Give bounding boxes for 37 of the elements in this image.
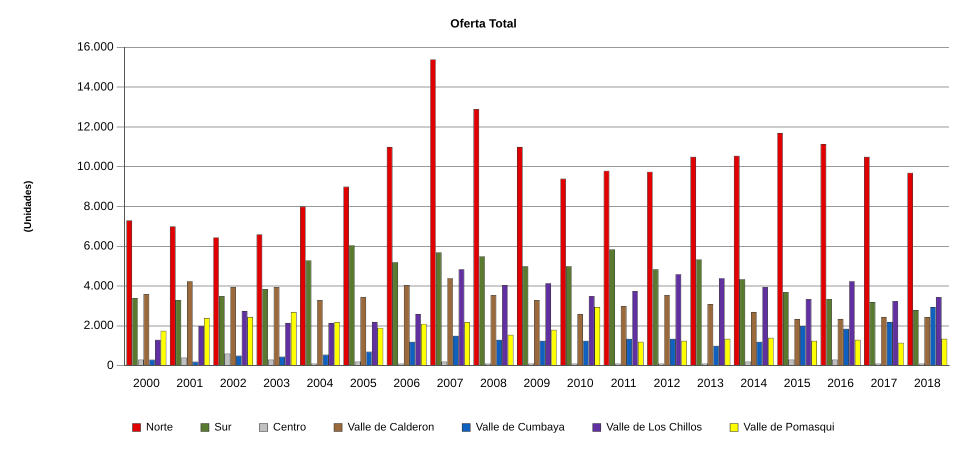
- y-tick-label: 2.000: [84, 318, 114, 332]
- x-tick-label: 2009: [524, 376, 551, 390]
- legend-label: Valle de Los Chillos: [606, 422, 703, 434]
- y-tick-label: 0: [107, 358, 114, 372]
- legend-label: Centro: [273, 422, 306, 434]
- y-tick-label: 12.000: [77, 119, 114, 134]
- x-tick-label: 2000: [133, 376, 160, 390]
- x-tick-label: 2001: [176, 376, 204, 390]
- legend-label: Sur: [214, 422, 232, 434]
- legend-label: Valle de Pomasqui: [744, 422, 834, 434]
- x-tick-label: 2018: [914, 376, 941, 390]
- x-tick-label: 2008: [480, 376, 508, 390]
- x-tick-label: 2004: [306, 376, 334, 390]
- x-tick-label: 2014: [740, 376, 768, 390]
- x-tick-label: 2007: [436, 376, 464, 390]
- x-tick-label: 2002: [220, 376, 247, 390]
- y-tick-label: 8.000: [84, 198, 114, 213]
- y-tick-label: 10.000: [77, 159, 114, 174]
- y-tick-label: 4.000: [84, 278, 114, 292]
- x-tick-label: 2012: [654, 376, 681, 390]
- x-tick-label: 2006: [393, 376, 420, 390]
- legend-label: Valle de Calderon: [348, 422, 434, 434]
- legend-label: Valle de Cumbaya: [476, 422, 566, 434]
- y-tick-label: 6.000: [84, 238, 114, 253]
- legend-label: Norte: [146, 422, 173, 434]
- x-tick-label: 2011: [610, 376, 637, 390]
- chart-title: Oferta Total: [450, 16, 517, 31]
- y-tick-label: 14.000: [77, 79, 114, 94]
- x-tick-label: 2010: [566, 376, 594, 390]
- x-tick-label: 2003: [263, 376, 290, 390]
- x-tick-label: 2017: [870, 376, 898, 390]
- x-tick-label: 2015: [784, 376, 811, 390]
- y-tick-label: 16.000: [77, 40, 114, 54]
- y-axis-title: (Unidades): [22, 180, 34, 232]
- x-tick-label: 2016: [827, 376, 854, 390]
- x-tick-label: 2013: [697, 376, 724, 390]
- x-tick-label: 2005: [350, 376, 377, 390]
